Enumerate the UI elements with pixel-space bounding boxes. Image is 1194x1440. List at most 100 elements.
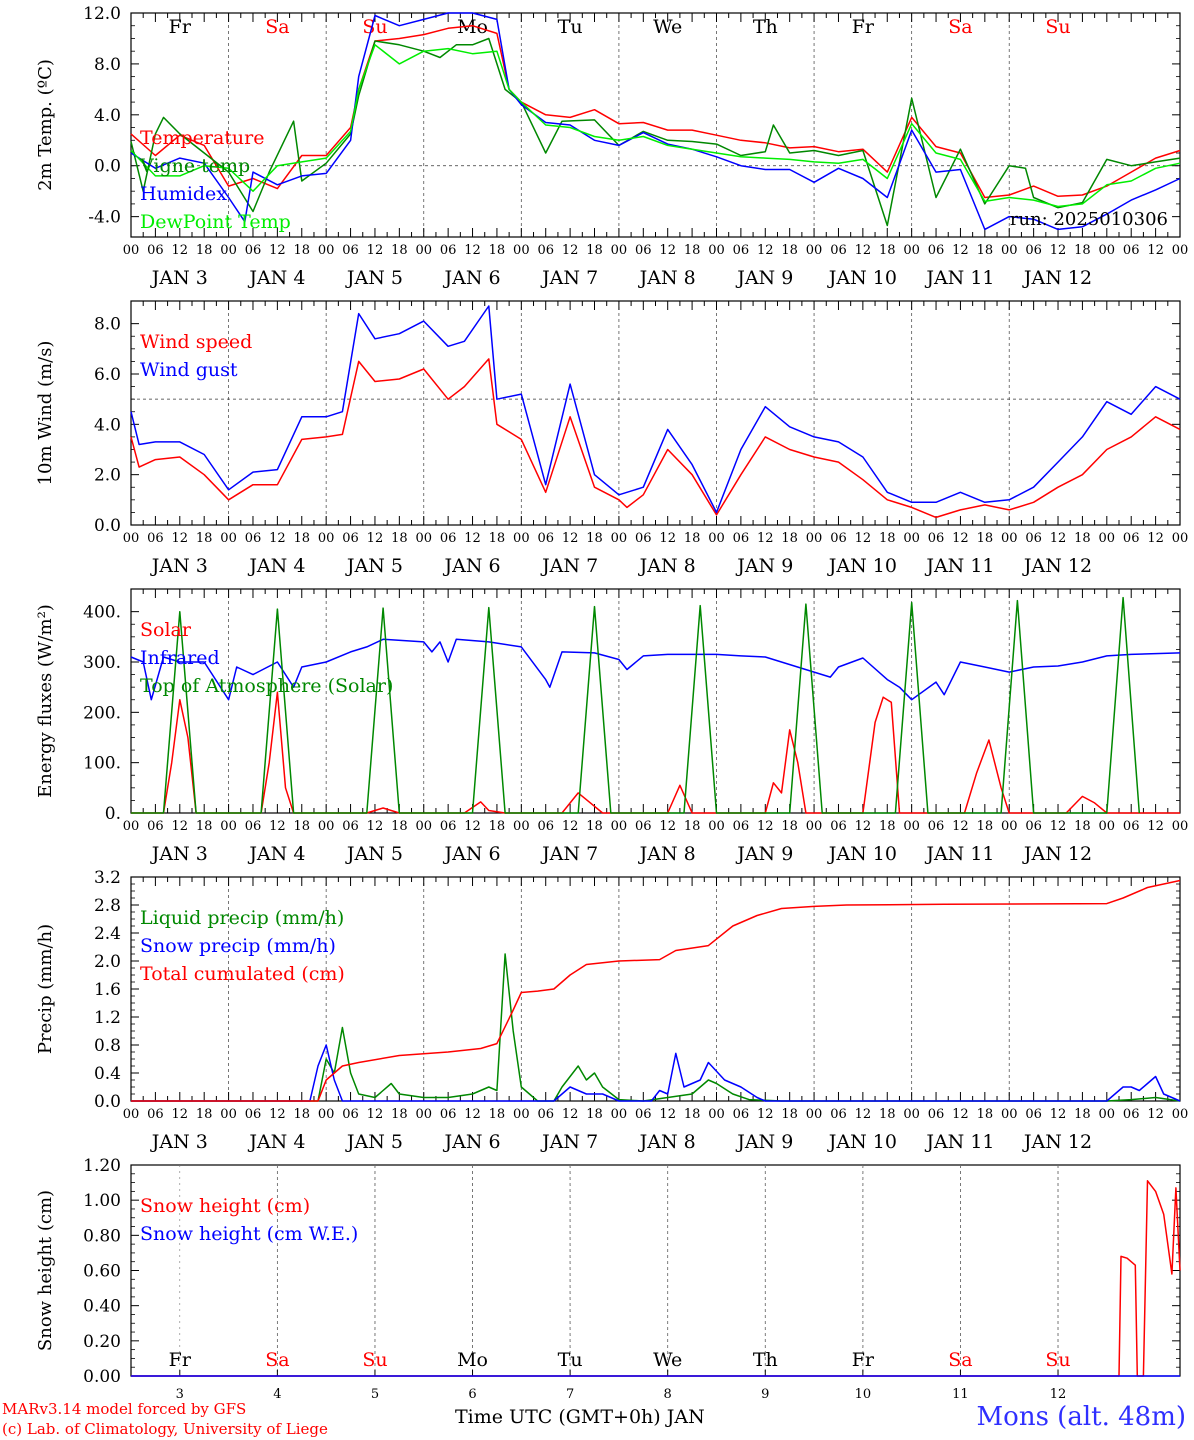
- hour-label: 12: [952, 1107, 969, 1122]
- y-tick-label: 2.8: [94, 896, 121, 916]
- hour-label: 06: [830, 1107, 847, 1122]
- y-tick-label: 100.: [83, 754, 121, 774]
- y-tick-label: 2.4: [94, 924, 121, 944]
- hour-label: 00: [611, 1107, 628, 1122]
- hour-label: 18: [391, 243, 408, 258]
- hour-label: 12: [1147, 819, 1164, 834]
- hour-label: 18: [1074, 819, 1091, 834]
- hour-label: 06: [342, 1107, 359, 1122]
- date-label: JAN 9: [735, 1131, 793, 1153]
- hour-label: 06: [342, 819, 359, 834]
- weekday-label: Su: [362, 16, 387, 38]
- hour-label: 18: [293, 1107, 310, 1122]
- y-tick-label: 3.2: [94, 868, 121, 888]
- hour-label: 12: [1050, 243, 1067, 258]
- hour-label: 06: [733, 243, 750, 258]
- hour-label: 12: [269, 243, 286, 258]
- weekday-label: Mo: [457, 1349, 488, 1371]
- legend-entry: Total cumulated (cm): [140, 963, 345, 985]
- legend-entry: Snow height (cm W.E.): [140, 1223, 358, 1245]
- day-number-label: 6: [468, 1387, 476, 1402]
- hour-label: 00: [415, 1107, 432, 1122]
- y-axis-label: 2m Temp. (ºC): [35, 59, 56, 191]
- hour-label: 12: [367, 1107, 384, 1122]
- date-label: JAN 6: [442, 843, 500, 865]
- day-number-label: 11: [952, 1387, 969, 1402]
- date-label: JAN 7: [540, 267, 598, 289]
- hour-label: 18: [391, 531, 408, 546]
- hour-label: 06: [635, 531, 652, 546]
- date-label: JAN 12: [1022, 1131, 1092, 1153]
- hour-label: 12: [367, 243, 384, 258]
- weekday-label: Sa: [948, 16, 972, 38]
- series-line: [130, 12, 1181, 231]
- y-axis-label: Energy fluxes (W/m²): [35, 604, 56, 798]
- hour-label: 06: [928, 243, 945, 258]
- hour-label: 12: [172, 531, 189, 546]
- y-tick-label: 0.20: [83, 1332, 121, 1352]
- hour-label: 06: [928, 531, 945, 546]
- hour-label: 18: [684, 243, 701, 258]
- hour-label: 12: [464, 1107, 481, 1122]
- day-number-label: 8: [664, 1387, 672, 1402]
- hour-label: 00: [708, 531, 725, 546]
- y-tick-label: 1.20: [83, 1156, 121, 1176]
- hour-label: 00: [611, 531, 628, 546]
- y-tick-label: 8.0: [94, 55, 121, 75]
- y-tick-label: 2.0: [94, 466, 121, 486]
- hour-label: 12: [1050, 819, 1067, 834]
- date-label: JAN 7: [540, 843, 598, 865]
- hour-label: 12: [269, 1107, 286, 1122]
- hour-label: 12: [1050, 1107, 1067, 1122]
- hour-label: 18: [977, 819, 994, 834]
- hour-label: 06: [733, 819, 750, 834]
- hour-label: 18: [684, 531, 701, 546]
- legend-entry: Snow precip (mm/h): [140, 935, 336, 957]
- hour-label: 06: [342, 243, 359, 258]
- hour-label: 12: [367, 819, 384, 834]
- weekday-label: Th: [753, 1349, 778, 1371]
- hour-label: 06: [147, 1107, 164, 1122]
- date-label: JAN 4: [247, 555, 305, 577]
- date-label: JAN 3: [150, 267, 208, 289]
- series-line: [130, 37, 1181, 227]
- hour-label: 12: [855, 243, 872, 258]
- y-tick-label: 0.: [105, 804, 121, 824]
- hour-label: 18: [977, 243, 994, 258]
- hour-label: 06: [830, 819, 847, 834]
- legend-entry: Infrared: [140, 647, 220, 669]
- hour-label: 06: [830, 531, 847, 546]
- hour-label: 06: [537, 819, 554, 834]
- plot-frame: [130, 12, 1181, 238]
- y-tick-label: 1.6: [94, 980, 121, 1000]
- series-line: [130, 305, 1181, 514]
- hour-label: 06: [635, 819, 652, 834]
- x-axis-title: Time UTC (GMT+0h) JAN: [455, 1406, 705, 1428]
- legend-entry: Wind speed: [140, 331, 252, 353]
- y-tick-label: 300.: [83, 653, 121, 673]
- date-label: JAN 10: [827, 267, 897, 289]
- hour-label: 06: [537, 1107, 554, 1122]
- hour-label: 12: [757, 819, 774, 834]
- hour-label: 00: [1099, 819, 1116, 834]
- hour-label: 12: [172, 1107, 189, 1122]
- date-label: JAN 4: [247, 267, 305, 289]
- hour-label: 06: [1025, 819, 1042, 834]
- y-tick-label: 4.0: [94, 415, 121, 435]
- hour-label: 12: [562, 819, 579, 834]
- weekday-label: Mo: [457, 16, 488, 38]
- day-number-label: 7: [566, 1387, 574, 1402]
- hour-label: 00: [415, 531, 432, 546]
- hour-label: 12: [757, 531, 774, 546]
- hour-label: 12: [757, 243, 774, 258]
- date-label: JAN 5: [345, 1131, 403, 1153]
- weekday-label: Su: [362, 1349, 387, 1371]
- legend-entry: Temperature: [140, 127, 264, 149]
- y-tick-label: 0.0: [94, 516, 121, 536]
- hour-label: 12: [952, 243, 969, 258]
- weekday-label: Fr: [852, 1349, 875, 1371]
- hour-label: 00: [1172, 1107, 1189, 1122]
- station-name: Mons (alt. 48m): [976, 1402, 1186, 1432]
- hour-label: 12: [952, 819, 969, 834]
- legend-entry: Solar: [140, 619, 192, 641]
